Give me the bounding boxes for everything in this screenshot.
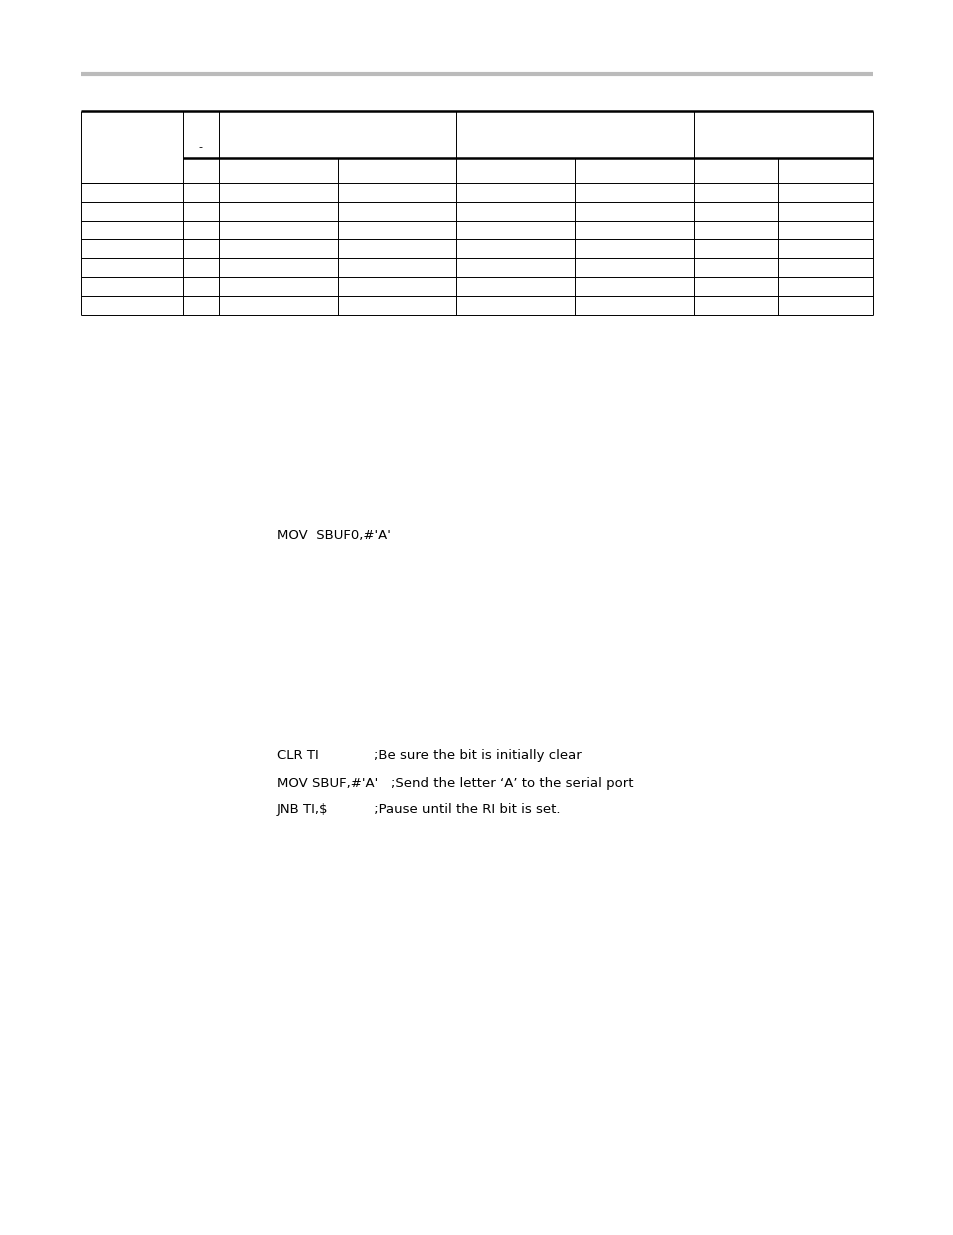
Text: CLR TI             ;Be sure the bit is initially clear: CLR TI ;Be sure the bit is initially cle… [276, 750, 580, 762]
Text: -: - [198, 142, 202, 152]
Text: JNB TI,$           ;Pause until the RI bit is set.: JNB TI,$ ;Pause until the RI bit is set. [276, 804, 560, 816]
Text: MOV  SBUF0,#'A': MOV SBUF0,#'A' [276, 529, 390, 541]
Text: MOV SBUF,#'A'   ;Send the letter ‘A’ to the serial port: MOV SBUF,#'A' ;Send the letter ‘A’ to th… [276, 777, 633, 789]
